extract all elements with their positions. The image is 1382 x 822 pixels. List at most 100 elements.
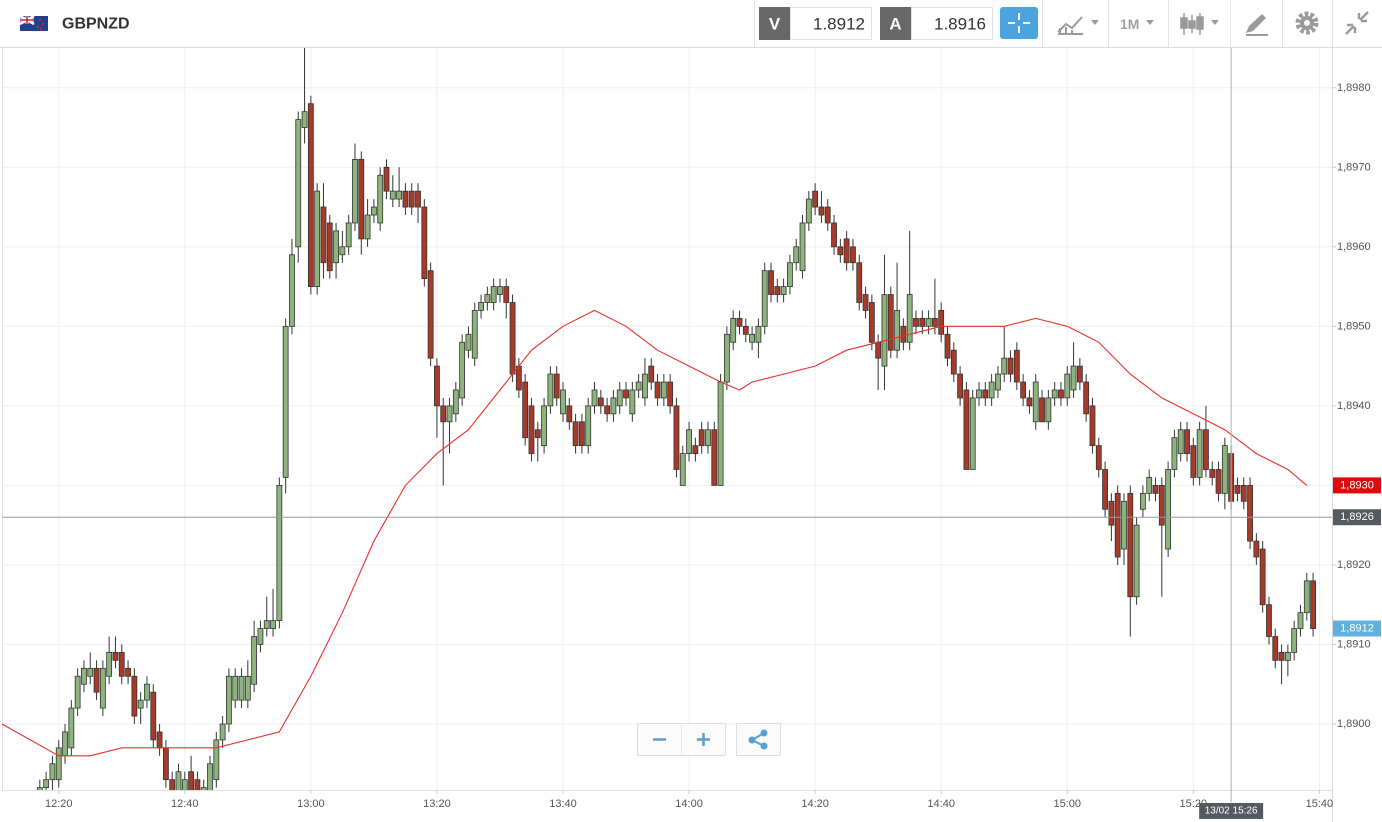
bid-box[interactable] — [790, 7, 872, 40]
candle-body — [396, 190, 403, 200]
candle-body — [660, 381, 667, 399]
candle-body — [421, 206, 428, 280]
candle-body — [799, 222, 806, 272]
candle-body — [1203, 429, 1209, 470]
candle-body — [963, 389, 970, 470]
candle-body — [307, 103, 314, 287]
candle-body — [976, 389, 982, 399]
candle-style-button[interactable] — [1180, 13, 1219, 35]
candle-body — [106, 652, 113, 677]
candle-body — [459, 341, 466, 399]
candle-body — [566, 405, 573, 423]
candle-body — [957, 373, 964, 399]
candle-body — [1013, 349, 1020, 383]
price-marker — [1333, 620, 1381, 637]
candle-body — [717, 381, 724, 486]
candle-body — [868, 302, 875, 343]
candle-body — [251, 636, 258, 685]
candle-body — [604, 405, 611, 415]
candle-body — [1196, 429, 1203, 478]
candle-body — [320, 206, 327, 264]
candle-body — [326, 222, 333, 272]
candle-body — [295, 119, 302, 248]
ask-box[interactable] — [911, 7, 993, 40]
candle-body — [1140, 492, 1146, 510]
candle-body — [144, 683, 150, 701]
candle-body — [1001, 357, 1008, 375]
candle-body — [616, 389, 623, 407]
candle-body — [1051, 389, 1058, 399]
moving-average — [2, 309, 1308, 757]
y-tick-label: 1,8920 — [1337, 559, 1371, 571]
candle-body — [768, 270, 774, 295]
candle-body — [856, 262, 863, 303]
candle-body — [465, 333, 472, 351]
candle-body — [541, 405, 547, 447]
bid-label-box[interactable] — [759, 7, 790, 40]
candle-body — [1026, 397, 1033, 407]
candle-body — [478, 302, 484, 311]
ask-label-box[interactable] — [880, 7, 911, 40]
candle-body — [824, 206, 831, 224]
candle-body — [358, 158, 365, 240]
candle-body — [705, 429, 711, 447]
candle-body — [364, 214, 371, 240]
share-button[interactable] — [736, 723, 781, 756]
chart-type-button[interactable] — [1057, 16, 1099, 35]
candle-body — [377, 174, 384, 224]
candle-body — [547, 373, 554, 407]
candle-body — [408, 190, 415, 208]
candle-body — [490, 286, 497, 303]
candle-body — [1064, 373, 1071, 399]
candle-body — [610, 397, 617, 415]
zoom-in-button[interactable] — [697, 733, 710, 746]
candle-body — [944, 333, 951, 359]
ask-label: A — [889, 15, 901, 34]
candle-body — [793, 246, 800, 264]
candle-body — [1127, 492, 1134, 598]
candle-body — [1272, 636, 1279, 661]
candle-body — [1266, 604, 1272, 637]
x-tick-label: 12:40 — [171, 798, 199, 810]
candle-body — [1020, 381, 1027, 399]
candle-body — [780, 286, 787, 295]
candle-body — [560, 389, 566, 415]
candle-body — [1215, 469, 1222, 494]
candle-body — [118, 652, 125, 677]
timeframe-button[interactable]: 1M — [1120, 16, 1154, 32]
candle-body — [207, 763, 213, 790]
candle-body — [698, 429, 705, 447]
candle-body — [1165, 469, 1172, 550]
candle-body — [1240, 485, 1247, 502]
crosshair-time-box — [1199, 803, 1264, 819]
candle-body — [1310, 580, 1316, 629]
candle-body — [1259, 548, 1266, 606]
settings-button[interactable] — [1295, 11, 1319, 35]
candle-body — [522, 381, 529, 439]
y-tick-label: 1,8900 — [1337, 718, 1371, 730]
crosshair-price-label: 1,8926 — [1340, 511, 1374, 523]
candle-body — [434, 365, 440, 407]
candle-body — [667, 381, 674, 407]
candle-body — [74, 675, 81, 709]
candle-body — [679, 453, 686, 486]
bid-label: V — [769, 15, 781, 34]
candle-body — [36, 787, 43, 790]
flag-icon — [19, 14, 48, 31]
draw-button[interactable] — [1246, 14, 1268, 36]
x-tick-label: 12:20 — [45, 798, 73, 810]
candle-body — [333, 230, 339, 264]
candle-body — [1083, 381, 1090, 415]
candle-body — [648, 365, 655, 383]
candle-body — [131, 675, 138, 717]
candle-body — [850, 246, 856, 264]
candle-body — [1070, 365, 1077, 391]
x-tick-label: 15:00 — [1053, 798, 1081, 810]
x-tick-label: 14:40 — [927, 798, 955, 810]
collapse-button[interactable] — [1345, 11, 1369, 35]
crosshair-button[interactable] — [1000, 7, 1038, 39]
candle-body — [534, 429, 541, 439]
candle-body — [572, 421, 579, 447]
candle-body — [238, 675, 245, 701]
candle-body — [181, 779, 188, 790]
